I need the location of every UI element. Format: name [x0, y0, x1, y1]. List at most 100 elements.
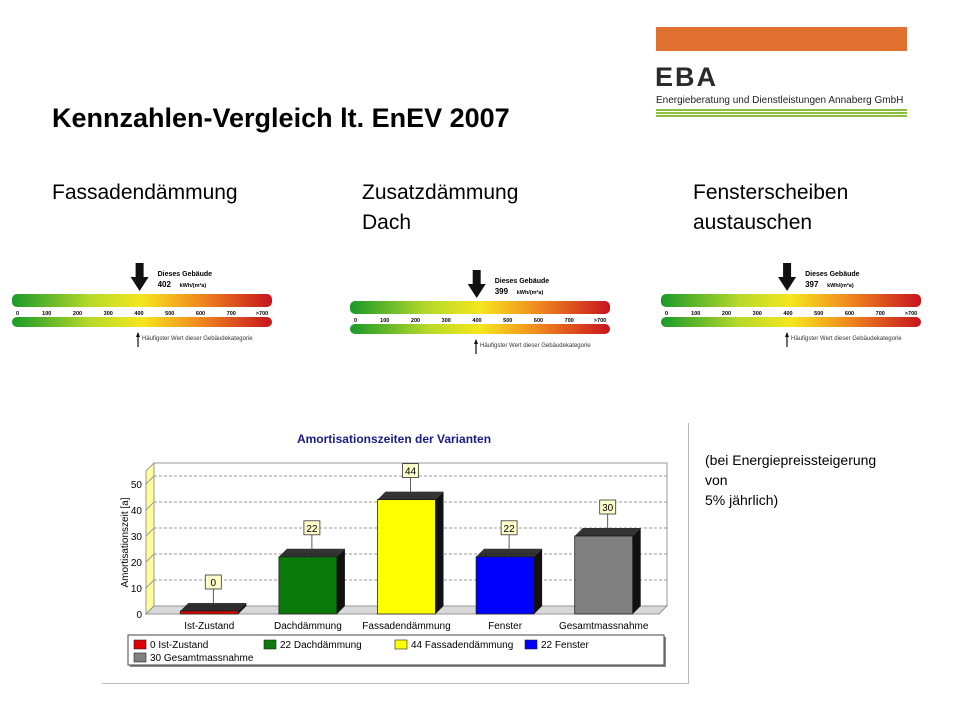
typical-arrow-icon — [785, 332, 789, 337]
scale-tick-label: 100 — [380, 318, 389, 324]
data-label: 22 — [306, 524, 318, 535]
scale-tick-label: 500 — [814, 311, 823, 317]
scale-tick-label: 200 — [73, 311, 82, 317]
scale-svg: 0 100 200 300 400 500 600 700 >700 Dieses Gebäude… — [350, 270, 610, 354]
chart-svg: Amortisationszeiten der Varianten 0 10 20 30… — [120, 432, 669, 667]
energy-scale-fenster: 0 100 200 300 400 500 600 700 >700 Dieses Gebäude… — [661, 259, 923, 359]
marker-value: 399 — [495, 287, 509, 296]
y-tick-label: 50 — [131, 480, 143, 491]
scale-tick-strip — [350, 314, 610, 324]
grid-line-side — [145, 579, 155, 589]
bar-top — [180, 603, 247, 611]
bar-top — [476, 548, 543, 557]
grid-line-side — [145, 527, 155, 537]
scale-tick-label: 700 — [565, 318, 574, 324]
bar-side — [435, 491, 444, 614]
x-tick-label: Ist-Zustand — [184, 621, 234, 632]
variant-label-dach: Zusatzdämmung Dach — [362, 181, 519, 234]
scale-tick-label: 300 — [104, 311, 113, 317]
data-label-box — [402, 463, 419, 478]
scale-tick-label: 0 — [665, 311, 668, 317]
x-tick-label: Dachdämmung — [274, 621, 342, 632]
legend-label: 0 Ist-Zustand — [150, 640, 208, 651]
legend-swatch — [133, 652, 147, 663]
scale-tick-label: 400 — [134, 311, 143, 317]
typical-arrow-icon — [474, 339, 478, 344]
scale-tick-label: 0 — [354, 318, 357, 324]
marker-label: Dieses Gebäude — [805, 271, 860, 278]
data-label-box — [204, 574, 222, 590]
marker-arrow-shaft — [135, 263, 144, 277]
scale-tick-label: 300 — [753, 311, 762, 317]
scale-svg: 0 100 200 300 400 500 600 700 >700 Dieses Gebäude… — [12, 263, 272, 347]
data-label: 0 — [211, 578, 217, 589]
bar-side — [534, 548, 543, 614]
scale-tick-label: 0 — [16, 311, 19, 317]
grid-line-side — [145, 475, 155, 485]
x-tick-label: Gesamtmassnahme — [559, 621, 649, 632]
bar — [278, 556, 338, 615]
grid-line-side — [145, 553, 155, 563]
y-tick-label: 20 — [131, 558, 143, 569]
logo-underline — [656, 109, 907, 117]
marker-label: Dieses Gebäude — [158, 271, 213, 278]
logo-bar — [656, 27, 907, 51]
scale-tick-label: 600 — [534, 318, 543, 324]
bar — [179, 610, 239, 615]
marker-arrow-icon — [467, 284, 486, 298]
typical-arrow-icon — [136, 332, 140, 337]
scale-tick-label: 700 — [876, 311, 885, 317]
note-text: (bei Energiepreissteigerung von 5% jährl… — [705, 452, 877, 508]
scale-band-top — [661, 294, 921, 307]
scale-tick-label: 200 — [722, 311, 731, 317]
scale-tick-label: 600 — [196, 311, 205, 317]
data-label: 22 — [504, 524, 516, 535]
marker-arrow-icon — [130, 277, 149, 291]
bar — [574, 535, 634, 615]
grid-line-side — [145, 501, 155, 511]
scale-band-bottom — [661, 317, 921, 327]
scale-tick-label: 100 — [42, 311, 51, 317]
legend-label: 22 Dachdämmung — [280, 640, 362, 651]
marker-arrow-icon — [778, 277, 797, 291]
scale-tick-label: 600 — [845, 311, 854, 317]
x-tick-label: Fassadendämmung — [362, 621, 450, 632]
scale-tick-label: >700 — [256, 311, 268, 317]
typical-footnote: Häufigster Wert dieser Gebäudekategorie — [791, 336, 902, 342]
scale-tick-strip — [661, 307, 921, 317]
scale-tick-label: 200 — [411, 318, 420, 324]
legend-swatch — [394, 639, 408, 650]
typical-footnote: Häufigster Wert dieser Gebäudekategorie — [142, 336, 253, 342]
bar-side — [632, 528, 641, 614]
marker-arrow-shaft — [472, 270, 481, 284]
typical-footnote: Häufigster Wert dieser Gebäudekategorie — [480, 343, 591, 349]
y-tick-label: 10 — [131, 584, 143, 595]
marker-value: 397 — [805, 280, 819, 289]
x-tick-label: Fenster — [488, 621, 523, 632]
scale-tick-label: >700 — [905, 311, 917, 317]
legend-label: 30 Gesamtmassnahme — [150, 653, 254, 664]
marker-unit: kWh/(m²a) — [517, 289, 544, 296]
bar — [377, 499, 436, 615]
scale-tick-label: 500 — [503, 318, 512, 324]
scale-svg: 0 100 200 300 400 500 600 700 >700 Dieses Gebäude… — [661, 263, 921, 347]
legend-label: 22 Fenster — [541, 640, 589, 651]
scale-tick-label: 700 — [227, 311, 236, 317]
y-tick-label: 40 — [131, 506, 143, 517]
scale-tick-label: 500 — [165, 311, 174, 317]
amortization-chart: Amortisationszeiten der Varianten 0 10 20 30… — [102, 423, 689, 684]
y-tick-label: 0 — [136, 610, 142, 621]
marker-value: 402 — [158, 280, 172, 289]
data-label-box — [303, 520, 321, 536]
logo-subtitle: Energieberatung und Dienstleistungen Ann… — [656, 95, 904, 106]
data-label: 44 — [405, 467, 417, 478]
energy-scale-dach: 0 100 200 300 400 500 600 700 >700 Dieses Gebäude… — [350, 266, 612, 366]
grid-line-side — [145, 605, 155, 615]
bar — [475, 556, 535, 615]
y-tick-label: 30 — [131, 532, 143, 543]
bar-top — [377, 491, 444, 500]
bar-top — [278, 548, 345, 557]
marker-unit: kWh/(m²a) — [180, 282, 207, 289]
variant-label-fassade: Fassadendämmung — [52, 181, 238, 204]
scale-band-bottom — [350, 324, 610, 334]
